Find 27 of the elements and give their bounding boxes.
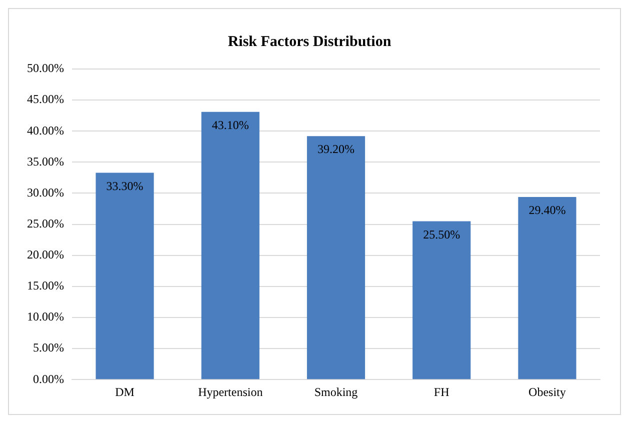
x-tick-label: DM: [115, 384, 135, 399]
y-tick-label: 50.00%: [26, 61, 64, 76]
bar: [518, 196, 576, 380]
chart-title: Risk Factors Distribution: [228, 34, 392, 50]
x-tick-label: Obesity: [528, 384, 566, 399]
y-tick-label: 20.00%: [26, 248, 64, 262]
y-tick-label: 40.00%: [26, 123, 64, 138]
x-tick-label: Smoking: [314, 384, 358, 399]
y-tick-label: 5.00%: [32, 340, 64, 355]
data-label: 39.20%: [318, 142, 354, 156]
y-tick-label: 25.00%: [26, 216, 64, 230]
data-label: 29.40%: [528, 203, 566, 218]
data-label: 43.10%: [212, 118, 249, 132]
y-tick-label: 0.00%: [32, 372, 64, 386]
x-tick-label: FH: [434, 384, 450, 399]
y-tick-label: 45.00%: [26, 92, 64, 106]
y-tick-label: 30.00%: [26, 185, 64, 200]
bar: [201, 112, 260, 380]
y-tick-label: 10.00%: [26, 310, 64, 324]
bar: [412, 221, 471, 380]
y-tick-label: 35.00%: [26, 154, 64, 168]
data-label: 25.50%: [423, 227, 460, 242]
bar: [96, 172, 154, 380]
x-tick-label: Hypertension: [198, 384, 263, 399]
data-label: 33.30%: [106, 178, 144, 193]
y-tick-label: 15.00%: [26, 278, 64, 293]
bar: [306, 136, 366, 380]
